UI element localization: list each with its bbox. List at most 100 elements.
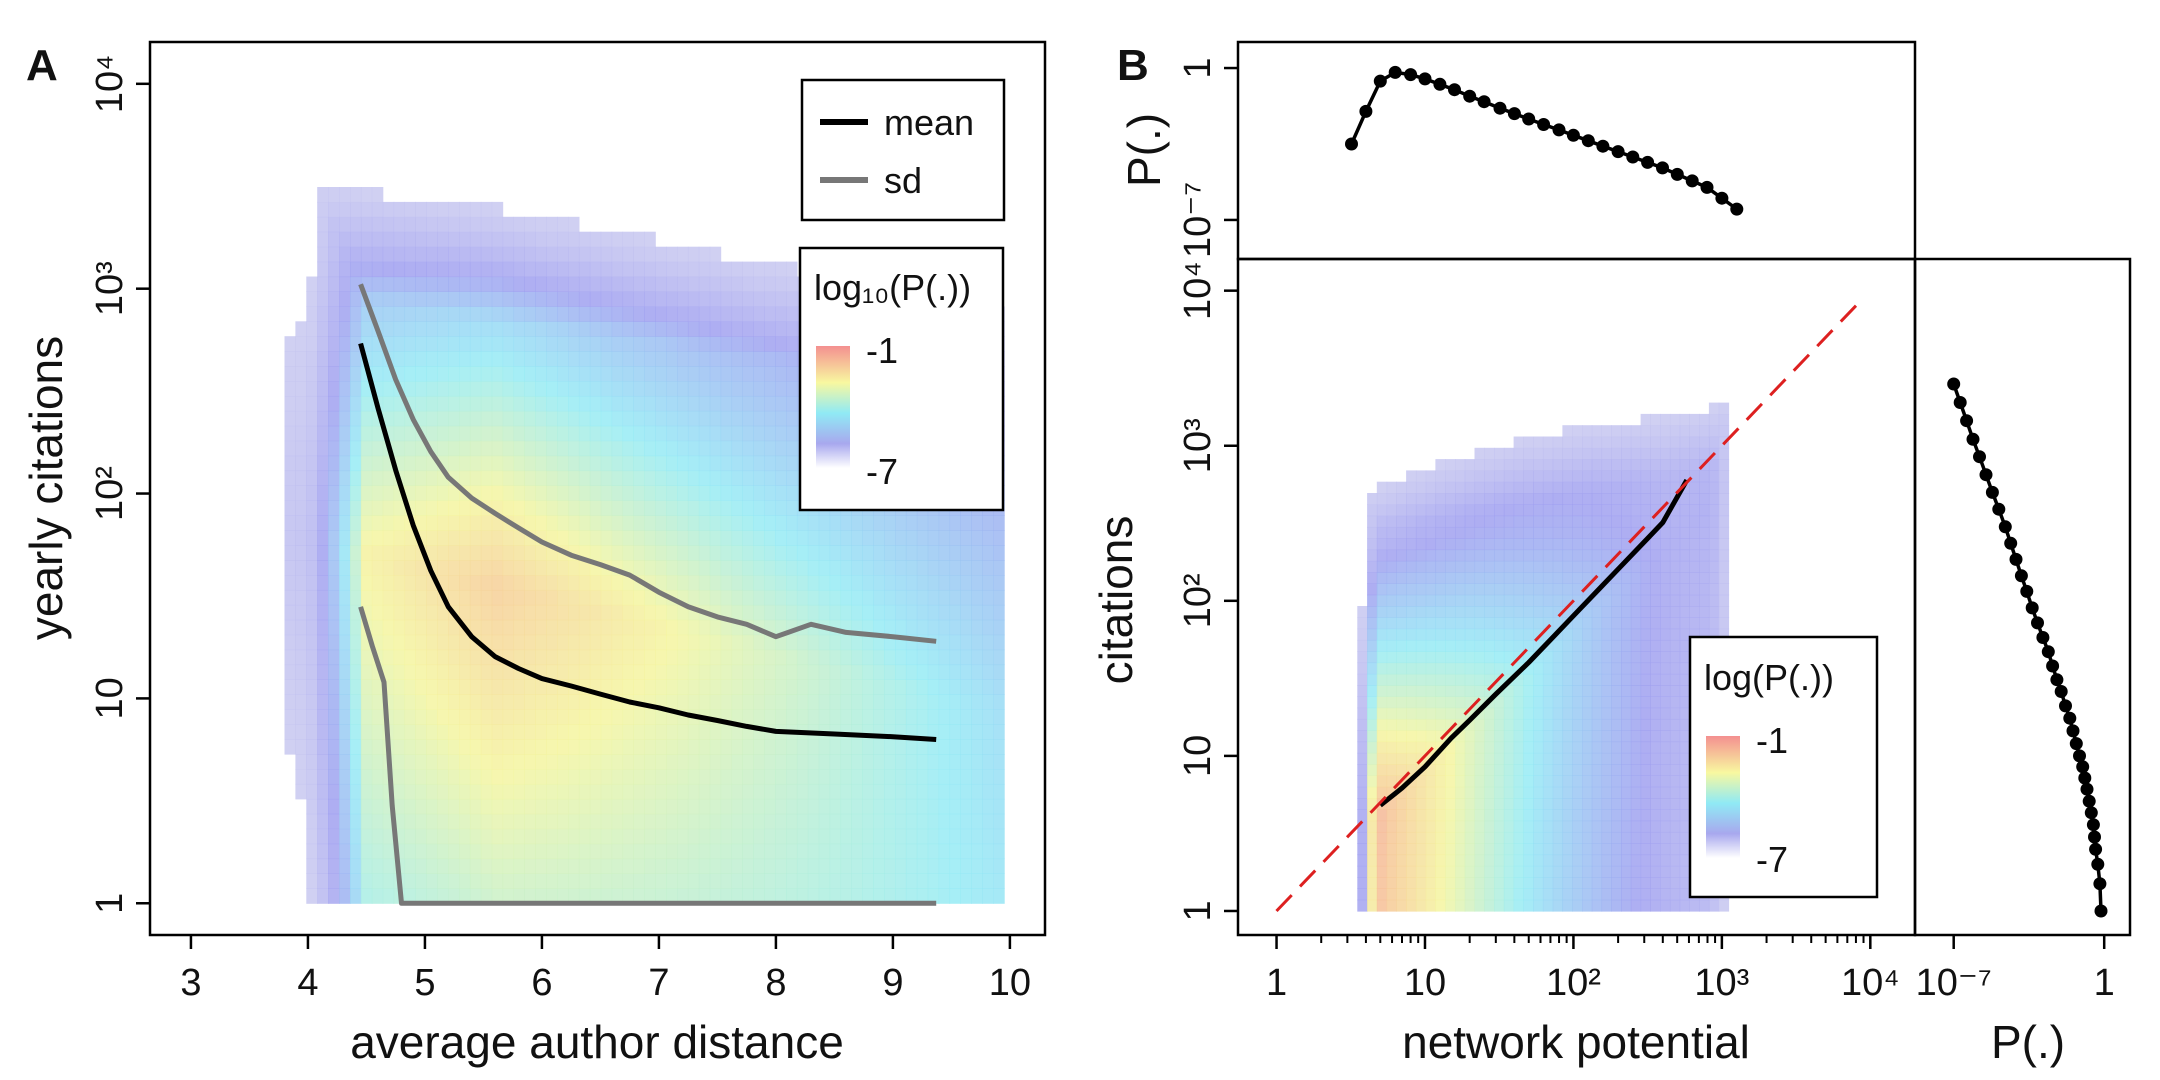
heatmap-cell <box>568 664 580 680</box>
heatmap-cell <box>1689 617 1700 630</box>
heatmap-cell <box>851 634 863 651</box>
heatmap-cell <box>971 649 983 666</box>
heatmap-cell <box>753 351 765 367</box>
heatmap-cell <box>513 455 525 472</box>
heatmap-cell <box>840 783 852 800</box>
heatmap-cell <box>786 798 798 815</box>
heatmap-cell <box>666 336 678 352</box>
heatmap-cell <box>1533 786 1544 799</box>
heatmap-cell <box>1445 718 1456 731</box>
heatmap-cell <box>1513 560 1524 573</box>
heatmap-cell <box>371 216 384 233</box>
heatmap-cell <box>1445 809 1456 822</box>
heatmap-cell <box>677 246 689 263</box>
heatmap-cell <box>1523 843 1534 856</box>
heatmap-cell <box>687 440 700 457</box>
heatmap-cell <box>1601 504 1612 517</box>
panel-b-top-frame <box>1236 40 1917 261</box>
heatmap-cell <box>513 783 525 800</box>
heatmap-cell <box>938 530 951 546</box>
heatmap-cell <box>796 709 809 725</box>
heatmap-cell <box>339 679 351 695</box>
heatmap-cell <box>1621 798 1632 810</box>
heatmap-cell <box>949 545 961 561</box>
heatmap-cell <box>1562 538 1573 551</box>
heatmap-cell <box>371 500 384 516</box>
heatmap-cell <box>1689 481 1700 494</box>
heatmap-cell <box>786 619 798 636</box>
heatmap-cell <box>611 649 624 666</box>
heatmap-cell <box>786 843 798 860</box>
heatmap-cell <box>764 560 776 576</box>
heatmap-cell <box>546 515 558 531</box>
heatmap-cell <box>459 664 471 680</box>
heatmap-cell <box>1621 888 1632 901</box>
heatmap-cell <box>1533 481 1544 494</box>
heatmap-cell <box>753 664 765 680</box>
heatmap-cell <box>786 261 798 278</box>
heatmap-cell <box>611 276 624 292</box>
heatmap-cell <box>1582 504 1593 517</box>
heatmap-cell <box>764 261 776 278</box>
heatmap-cell <box>1601 752 1612 765</box>
heatmap-cell <box>1582 888 1593 901</box>
heatmap-cell <box>1386 594 1397 607</box>
heatmap-cell <box>982 813 994 830</box>
heatmap-cell <box>1435 594 1446 607</box>
heatmap-cell <box>480 798 493 815</box>
heatmap-cell <box>1699 470 1710 483</box>
heatmap-cell <box>589 485 602 501</box>
heatmap-cell <box>655 470 667 486</box>
heatmap-cell <box>524 216 536 233</box>
heatmap-cell <box>677 664 689 680</box>
heatmap-cell <box>1376 786 1388 799</box>
heatmap-cell <box>775 440 787 457</box>
heatmap-cell <box>1562 504 1573 517</box>
heatmap-cell <box>829 858 842 874</box>
heatmap-cell <box>666 276 678 292</box>
heatmap-cell <box>1435 707 1446 720</box>
heatmap-cell <box>360 694 373 710</box>
heatmap-cell <box>895 873 907 889</box>
heatmap-cell <box>905 694 918 710</box>
heatmap-cell <box>1435 526 1446 539</box>
heatmap-cell <box>1415 843 1427 856</box>
heatmap-cell <box>1660 493 1671 505</box>
heatmap-cell <box>1572 481 1583 494</box>
heatmap-cell <box>557 873 569 889</box>
heatmap-cell <box>873 575 885 591</box>
heatmap-cell <box>1435 798 1446 810</box>
heatmap-cell <box>666 813 678 830</box>
heatmap-cell <box>916 873 929 889</box>
heatmap-cell <box>655 798 667 815</box>
heatmap-cell <box>753 813 765 830</box>
heatmap-cell <box>350 769 362 785</box>
heatmap-cell <box>1591 741 1603 754</box>
heatmap-cell <box>938 783 951 800</box>
heatmap-cell <box>469 589 482 606</box>
heatmap-cell <box>1386 718 1397 731</box>
heatmap-cell <box>1660 470 1671 483</box>
heatmap-cell <box>404 589 416 606</box>
heatmap-cell <box>1650 425 1661 438</box>
heatmap-cell <box>677 470 689 486</box>
heatmap-cell <box>1503 899 1515 912</box>
heatmap-cell <box>1494 594 1505 607</box>
heatmap-cell <box>600 276 613 292</box>
heatmap-cell <box>1552 775 1564 788</box>
heatmap-cell <box>807 754 820 770</box>
heatmap-cell <box>796 515 809 531</box>
heatmap-cell <box>971 515 983 531</box>
y-tick-label: 10⁻⁷ <box>1177 182 1219 258</box>
heatmap-cell <box>1660 651 1671 664</box>
heatmap-cell <box>393 366 406 382</box>
heatmap-cell <box>371 545 384 561</box>
heatmap-cell <box>895 858 907 874</box>
heatmap-cell <box>1582 481 1593 494</box>
heatmap-cell <box>742 545 754 561</box>
heatmap-cell <box>807 843 820 860</box>
heatmap-cell <box>339 694 351 710</box>
heatmap-cell <box>502 216 515 233</box>
heatmap-cell <box>633 664 645 680</box>
heatmap-cell <box>1533 594 1544 607</box>
